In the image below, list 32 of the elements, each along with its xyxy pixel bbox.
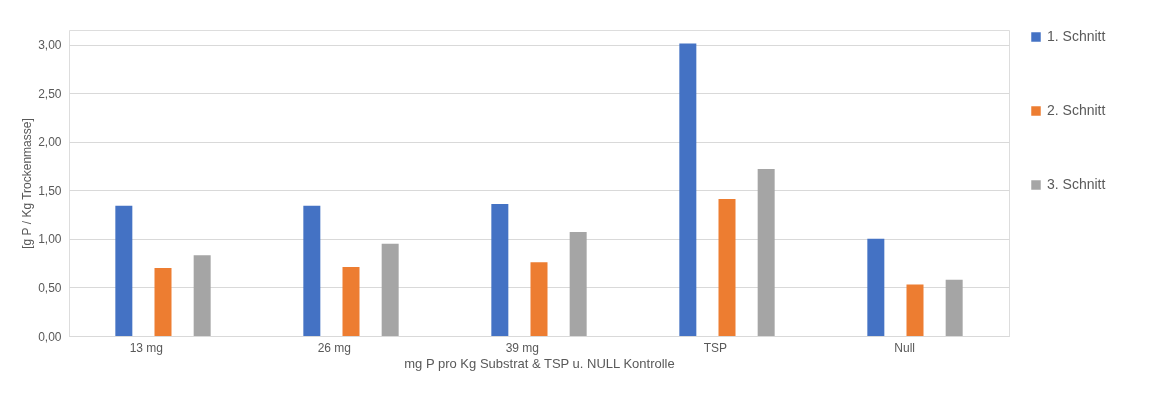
bar bbox=[679, 43, 697, 336]
y-tick-label: 1,00 bbox=[38, 232, 62, 247]
bar bbox=[193, 255, 211, 336]
bar bbox=[154, 268, 172, 336]
y-tick-label: 2,00 bbox=[38, 135, 62, 150]
bar bbox=[867, 238, 885, 336]
x-tick-label: 13 mg bbox=[129, 340, 163, 355]
x-tick-label: 26 mg bbox=[317, 340, 351, 355]
x-tick-label: Null bbox=[894, 340, 915, 355]
bar bbox=[757, 168, 775, 336]
bar bbox=[906, 284, 924, 336]
x-axis-title: mg P pro Kg Substrat & TSP u. NULL Kontrolle bbox=[404, 355, 675, 371]
bar bbox=[491, 203, 509, 336]
y-tick-label: 0,50 bbox=[38, 280, 62, 295]
legend-label: 2. Schnitt bbox=[1047, 102, 1106, 118]
bar bbox=[569, 232, 587, 336]
bar bbox=[718, 199, 736, 336]
bar bbox=[303, 205, 321, 336]
bar bbox=[381, 243, 399, 336]
legend-label: 3. Schnitt bbox=[1047, 176, 1106, 192]
bar bbox=[342, 267, 360, 336]
bar bbox=[530, 262, 548, 336]
y-tick-label: 0,00 bbox=[38, 329, 62, 344]
x-tick-label: 39 mg bbox=[505, 340, 539, 355]
x-tick-label: TSP bbox=[703, 340, 727, 355]
bar bbox=[945, 279, 963, 336]
y-tick-label: 3,00 bbox=[38, 38, 62, 53]
bar bbox=[115, 205, 133, 336]
y-tick-label: 2,50 bbox=[38, 86, 62, 101]
y-tick-label: 1,50 bbox=[38, 183, 62, 198]
legend-label: 1. Schnitt bbox=[1047, 28, 1106, 44]
y-axis-title: [g P / Kg Trockenmasse] bbox=[20, 118, 35, 249]
